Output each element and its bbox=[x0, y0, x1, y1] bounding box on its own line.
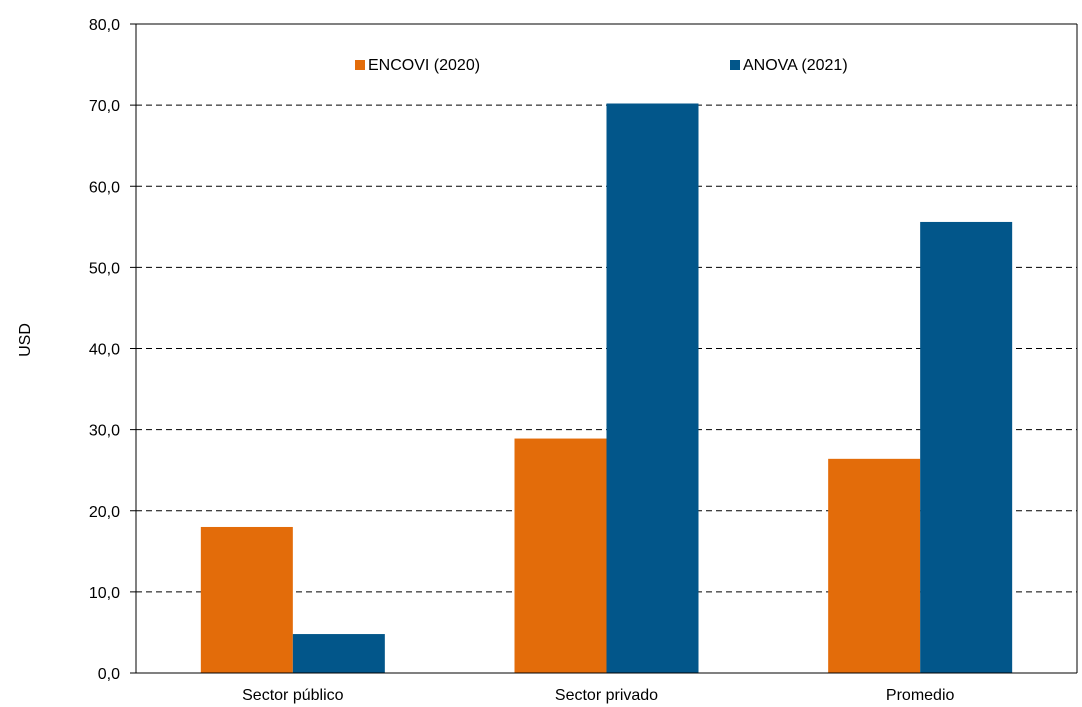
bar bbox=[606, 103, 699, 673]
y-tick-label: 60,0 bbox=[89, 179, 120, 196]
y-tick-label: 0,0 bbox=[98, 666, 120, 683]
legend: ENCOVI (2020) ANOVA (2021) bbox=[355, 57, 848, 74]
legend-swatch bbox=[355, 60, 365, 70]
y-tick-label: 80,0 bbox=[89, 17, 120, 34]
bar bbox=[292, 634, 385, 673]
y-axis-label: USD bbox=[17, 323, 34, 357]
legend-label: ENCOVI (2020) bbox=[368, 57, 480, 74]
x-tick-label: Sector privado bbox=[555, 687, 658, 704]
y-tick-label: 40,0 bbox=[89, 342, 120, 359]
bar bbox=[920, 221, 1013, 673]
x-tick-label: Sector público bbox=[242, 687, 343, 704]
axes bbox=[130, 23, 1078, 674]
x-tick-labels: Sector público Sector privado Promedio bbox=[242, 687, 954, 704]
y-tick-label: 30,0 bbox=[89, 423, 120, 440]
bars bbox=[200, 103, 1013, 673]
bar bbox=[514, 438, 607, 673]
bar bbox=[828, 458, 921, 673]
bar bbox=[200, 526, 293, 673]
y-tick-label: 50,0 bbox=[89, 260, 120, 277]
legend-label: ANOVA (2021) bbox=[743, 57, 848, 74]
y-tick-label: 20,0 bbox=[89, 504, 120, 521]
x-tick-label: Promedio bbox=[886, 687, 955, 704]
legend-swatch bbox=[730, 60, 740, 70]
y-tick-label: 10,0 bbox=[89, 585, 120, 602]
y-tick-labels: 0,0 10,0 20,0 30,0 40,0 50,0 60,0 70,0 80,0 bbox=[89, 17, 120, 683]
y-tick-label: 70,0 bbox=[89, 98, 120, 115]
